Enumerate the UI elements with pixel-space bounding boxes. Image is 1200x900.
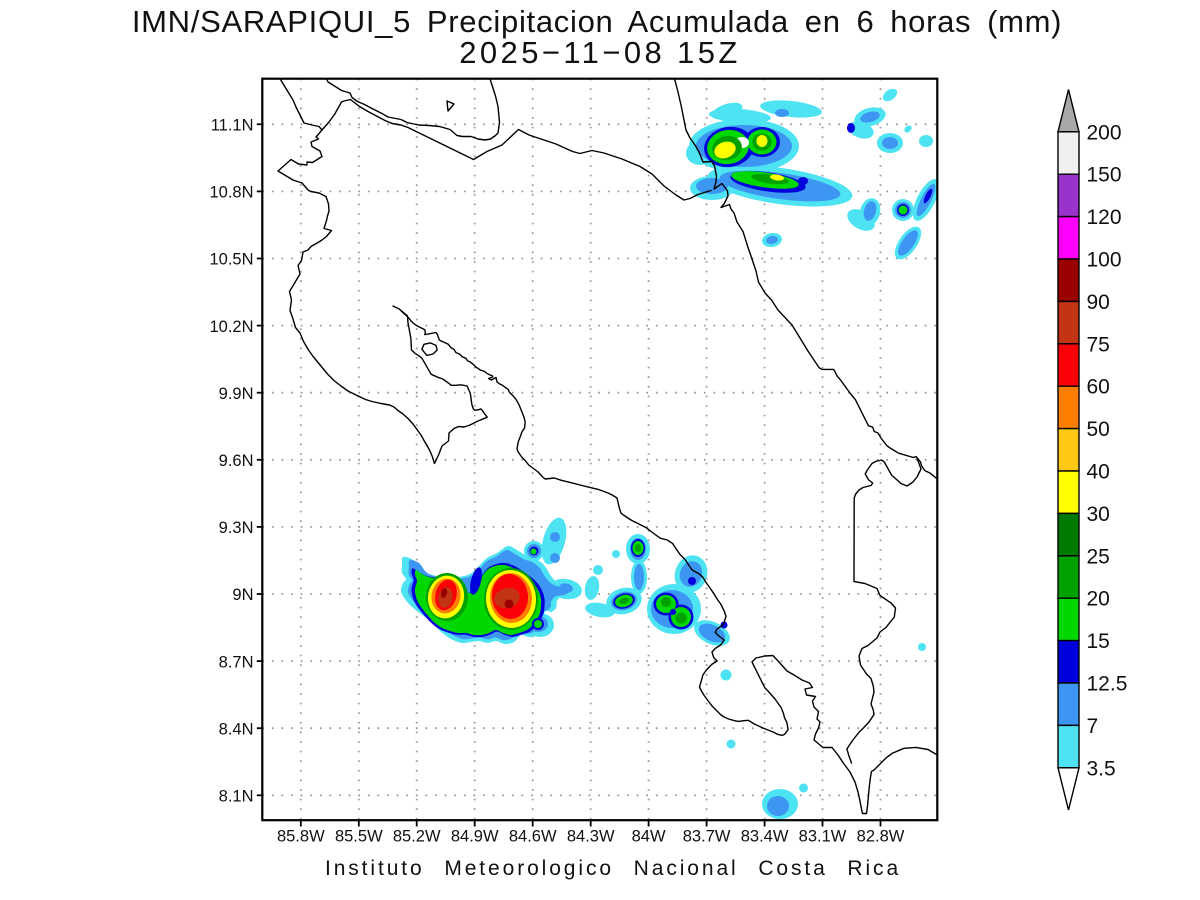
svg-text:200: 200 (1087, 121, 1122, 144)
svg-text:3.5: 3.5 (1087, 757, 1116, 780)
svg-text:85.2W: 85.2W (393, 828, 441, 846)
svg-text:90: 90 (1087, 291, 1110, 314)
svg-text:11.1N: 11.1N (211, 117, 254, 135)
svg-text:60: 60 (1087, 376, 1110, 399)
svg-text:2025−11−08 15Z: 2025−11−08 15Z (459, 35, 740, 70)
svg-text:25: 25 (1087, 545, 1110, 568)
svg-text:50: 50 (1087, 418, 1110, 441)
svg-text:8.1N: 8.1N (219, 788, 254, 806)
svg-text:12.5: 12.5 (1087, 673, 1128, 696)
svg-text:9N: 9N (232, 586, 253, 604)
svg-text:85.8W: 85.8W (277, 828, 325, 846)
svg-text:83.4W: 83.4W (741, 828, 789, 846)
svg-text:84.9W: 84.9W (451, 828, 499, 846)
svg-text:82.8W: 82.8W (857, 828, 905, 846)
svg-text:85.5W: 85.5W (335, 828, 383, 846)
svg-text:9.9N: 9.9N (219, 385, 254, 403)
svg-text:15: 15 (1087, 630, 1110, 653)
svg-text:10.2N: 10.2N (209, 318, 253, 336)
svg-text:10.5N: 10.5N (209, 251, 253, 269)
svg-text:75: 75 (1087, 333, 1110, 356)
svg-text:100: 100 (1087, 249, 1122, 272)
svg-text:84.6W: 84.6W (509, 828, 557, 846)
svg-text:30: 30 (1087, 503, 1110, 526)
svg-text:10.8N: 10.8N (209, 184, 253, 202)
svg-text:150: 150 (1087, 164, 1122, 187)
svg-text:83.7W: 83.7W (683, 828, 731, 846)
svg-text:83.1W: 83.1W (799, 828, 847, 846)
svg-text:IMN/SARAPIQUI_5 Precipitacion: IMN/SARAPIQUI_5 Precipitacion Acumulada … (132, 4, 1062, 39)
svg-text:20: 20 (1087, 588, 1110, 611)
svg-text:84.3W: 84.3W (567, 828, 615, 846)
svg-text:Instituto Meteorologico Nacion: Instituto Meteorologico Nacional Costa R… (325, 857, 901, 880)
svg-text:8.7N: 8.7N (219, 653, 254, 671)
svg-text:84W: 84W (632, 828, 666, 846)
svg-text:120: 120 (1087, 206, 1122, 229)
svg-text:7: 7 (1087, 715, 1099, 738)
svg-text:40: 40 (1087, 461, 1110, 484)
svg-text:9.3N: 9.3N (219, 519, 254, 537)
svg-text:9.6N: 9.6N (219, 452, 254, 470)
svg-text:8.4N: 8.4N (219, 720, 254, 738)
